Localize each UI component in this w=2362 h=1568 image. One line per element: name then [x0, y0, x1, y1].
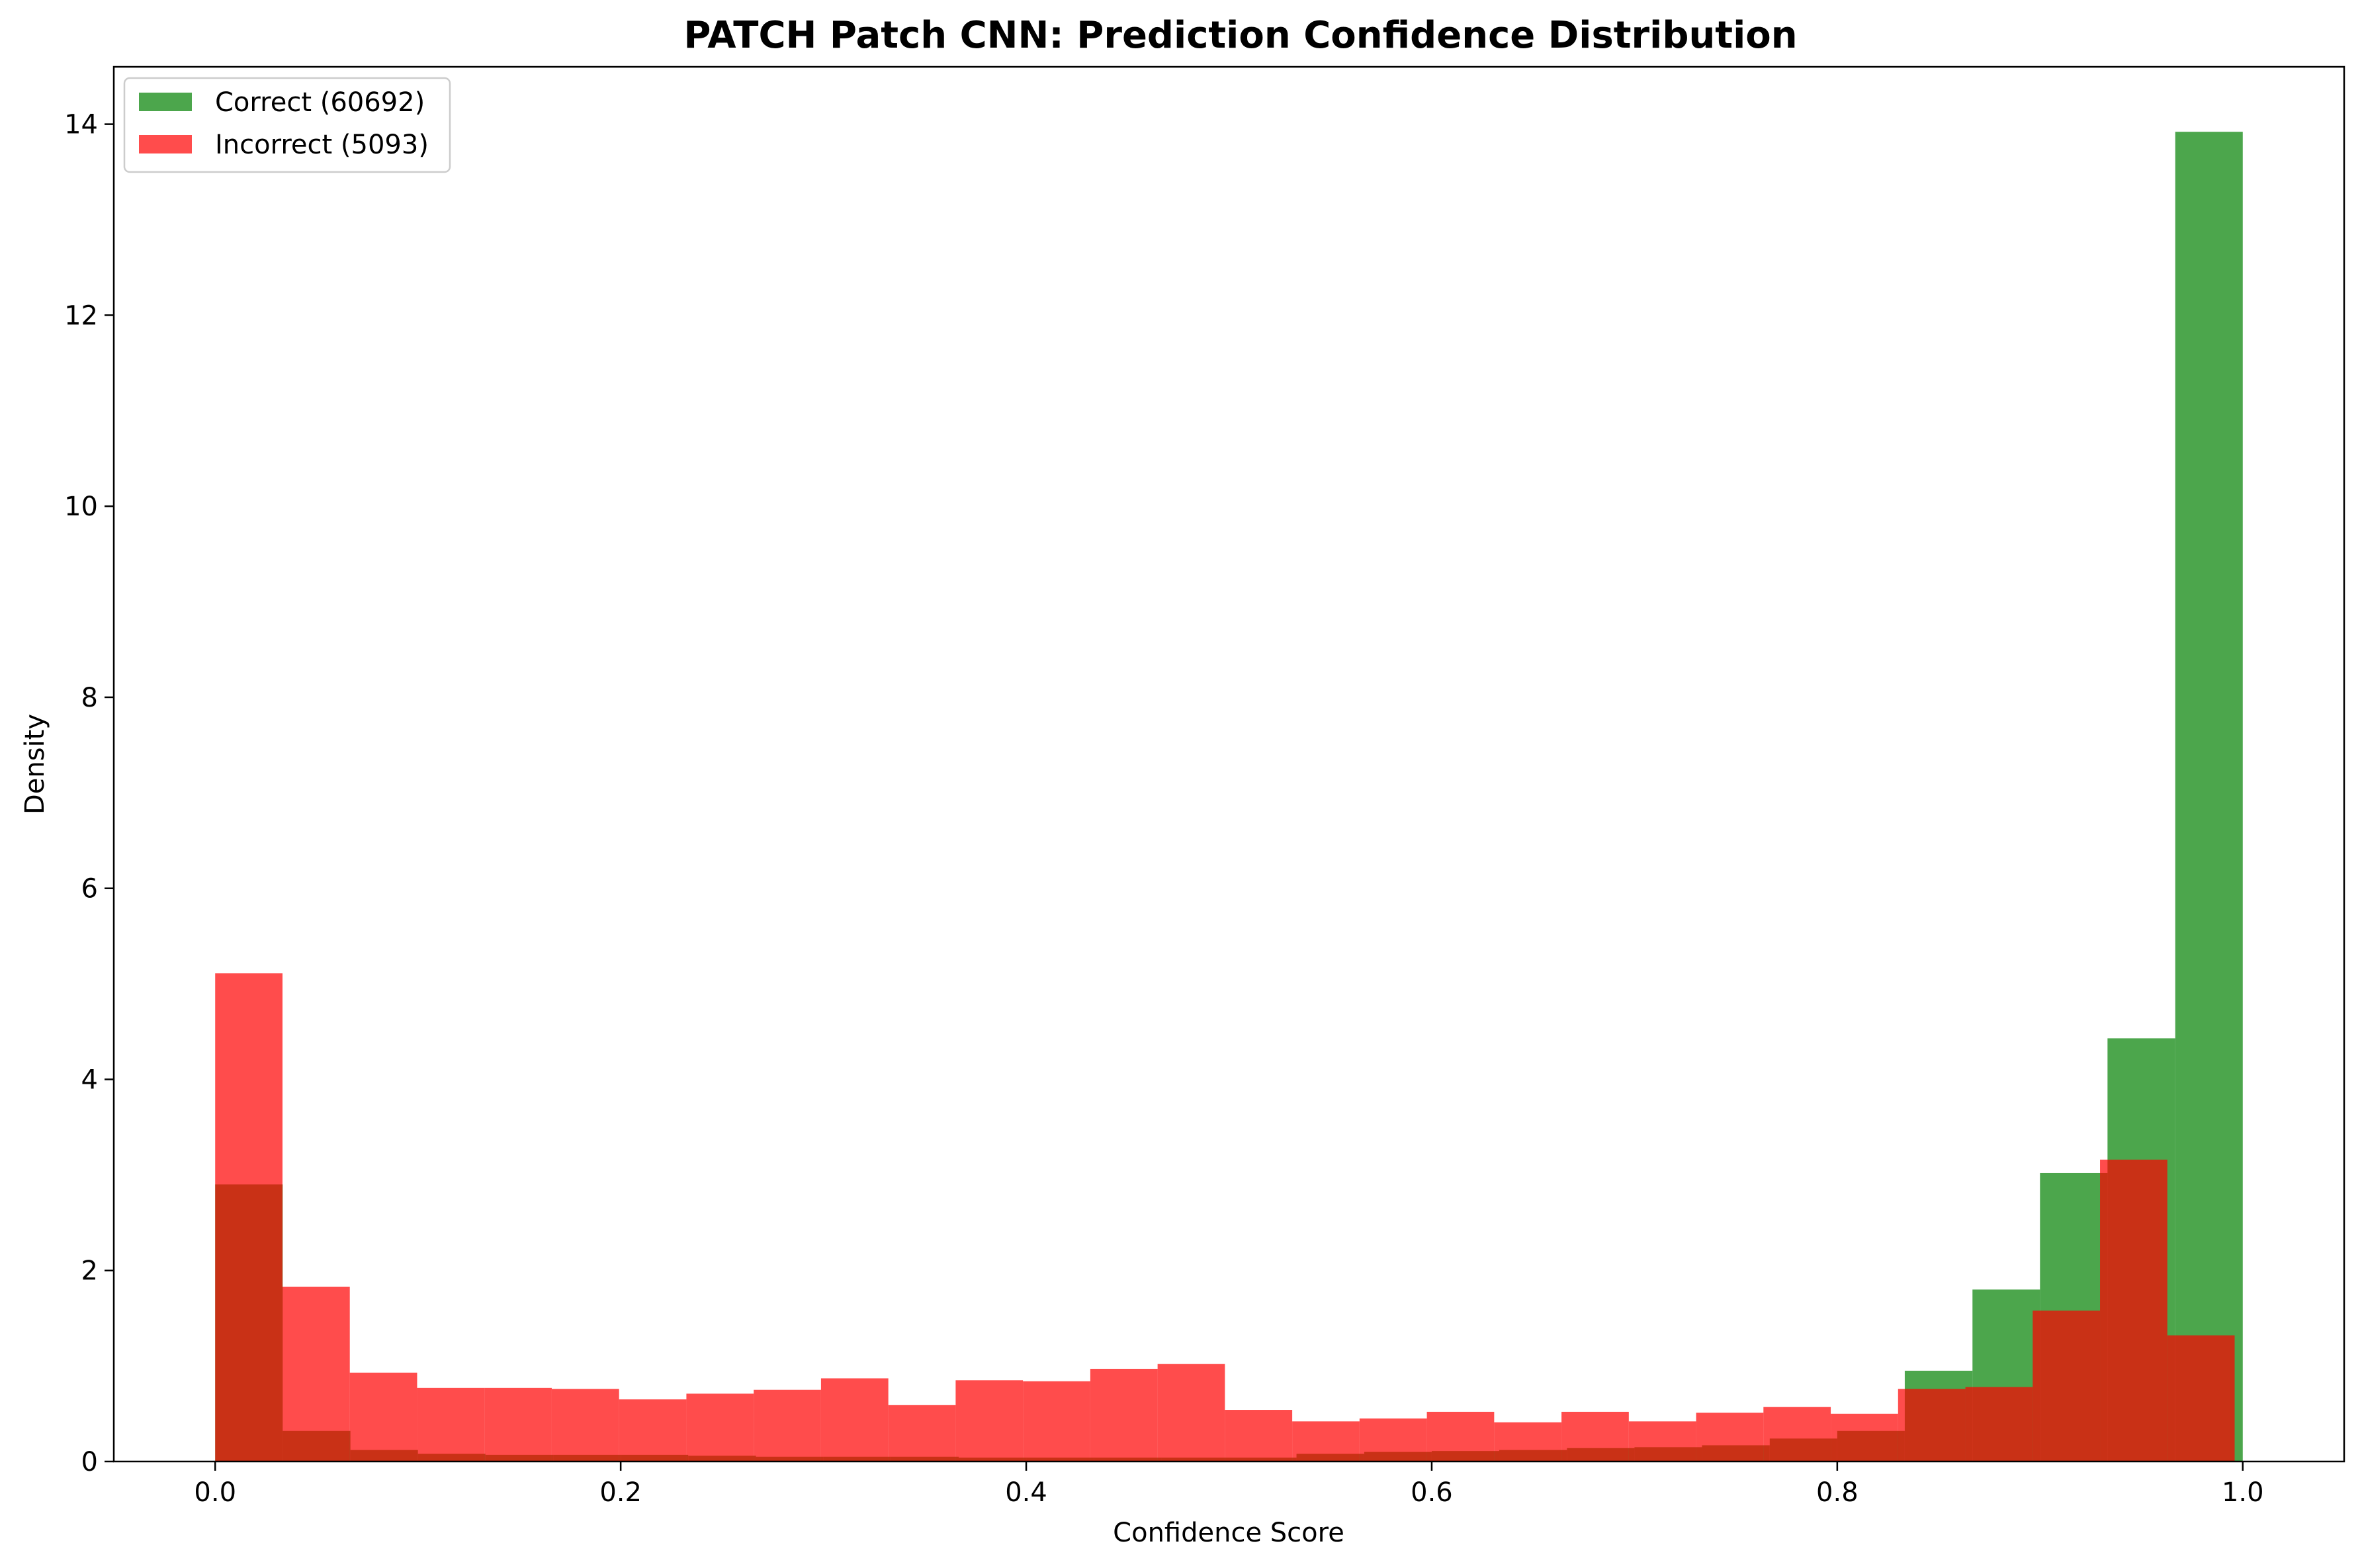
legend-label-incorrect: Incorrect (5093): [215, 130, 429, 160]
y-axis-label: Density: [20, 714, 50, 814]
incorrect-bar: [686, 1393, 754, 1461]
correct-bar: [2175, 132, 2243, 1462]
incorrect-bar: [1090, 1368, 1158, 1461]
incorrect-bar: [955, 1380, 1024, 1461]
legend: Correct (60692) Incorrect (5093): [123, 77, 451, 173]
incorrect-bar: [1898, 1389, 1966, 1461]
x-tick-label: 0.4: [1005, 1477, 1047, 1508]
incorrect-bar: [1157, 1364, 1225, 1461]
incorrect-bar: [1561, 1411, 1629, 1461]
x-tick-label: 0.8: [1816, 1477, 1859, 1508]
incorrect-bar: [2100, 1159, 2167, 1461]
incorrect-bar: [1831, 1413, 1898, 1461]
incorrect-bar: [619, 1399, 687, 1461]
y-axis-ticks: 0 2 4 6 8 10 12 14: [64, 110, 114, 1477]
legend-swatch-correct: [139, 93, 192, 111]
incorrect-bar: [1763, 1407, 1831, 1461]
y-tick-label: 10: [64, 492, 98, 522]
incorrect-bar: [1359, 1418, 1427, 1461]
incorrect-bar: [1292, 1421, 1360, 1461]
incorrect-bar: [1225, 1410, 1293, 1461]
incorrect-bar: [888, 1405, 956, 1461]
incorrect-bar: [1023, 1381, 1090, 1461]
legend-swatch-incorrect: [139, 135, 192, 153]
chart-title: PATCH Patch CNN: Prediction Confidence D…: [683, 14, 1797, 57]
incorrect-bar: [820, 1378, 889, 1461]
y-tick-label: 8: [81, 683, 98, 713]
x-tick-label: 0.0: [194, 1477, 236, 1508]
y-tick-label: 12: [64, 300, 98, 331]
legend-box: [123, 77, 451, 173]
x-tick-label: 0.6: [1411, 1477, 1453, 1508]
y-tick-label: 14: [64, 110, 98, 140]
incorrect-bar: [282, 1286, 350, 1461]
x-tick-label: 0.2: [599, 1477, 642, 1508]
x-tick-label: 1.0: [2222, 1477, 2264, 1508]
incorrect-bar: [1426, 1411, 1495, 1461]
incorrect-bar: [754, 1389, 821, 1461]
incorrect-bar: [1494, 1422, 1562, 1461]
incorrect-bar: [417, 1387, 485, 1461]
incorrect-bar: [2167, 1335, 2235, 1461]
incorrect-bar: [1696, 1413, 1764, 1461]
x-axis-label: Confidence Score: [1113, 1518, 1344, 1548]
y-tick-label: 0: [81, 1447, 98, 1477]
incorrect-bar: [1965, 1387, 2033, 1461]
incorrect-bar: [551, 1389, 619, 1461]
y-tick-label: 6: [81, 874, 98, 904]
y-tick-label: 4: [81, 1065, 98, 1095]
legend-label-correct: Correct (60692): [215, 87, 425, 118]
incorrect-bar: [1628, 1421, 1696, 1461]
x-axis-ticks: 0.0 0.2 0.4 0.6 0.8 1.0: [194, 1461, 2264, 1508]
incorrect-bar: [349, 1372, 417, 1461]
y-tick-label: 2: [81, 1256, 98, 1286]
incorrect-series-bars: [215, 973, 2235, 1461]
incorrect-bar: [2033, 1310, 2101, 1461]
plot-frame: [112, 65, 2345, 1463]
incorrect-bar: [484, 1387, 552, 1461]
incorrect-bar: [215, 973, 283, 1461]
